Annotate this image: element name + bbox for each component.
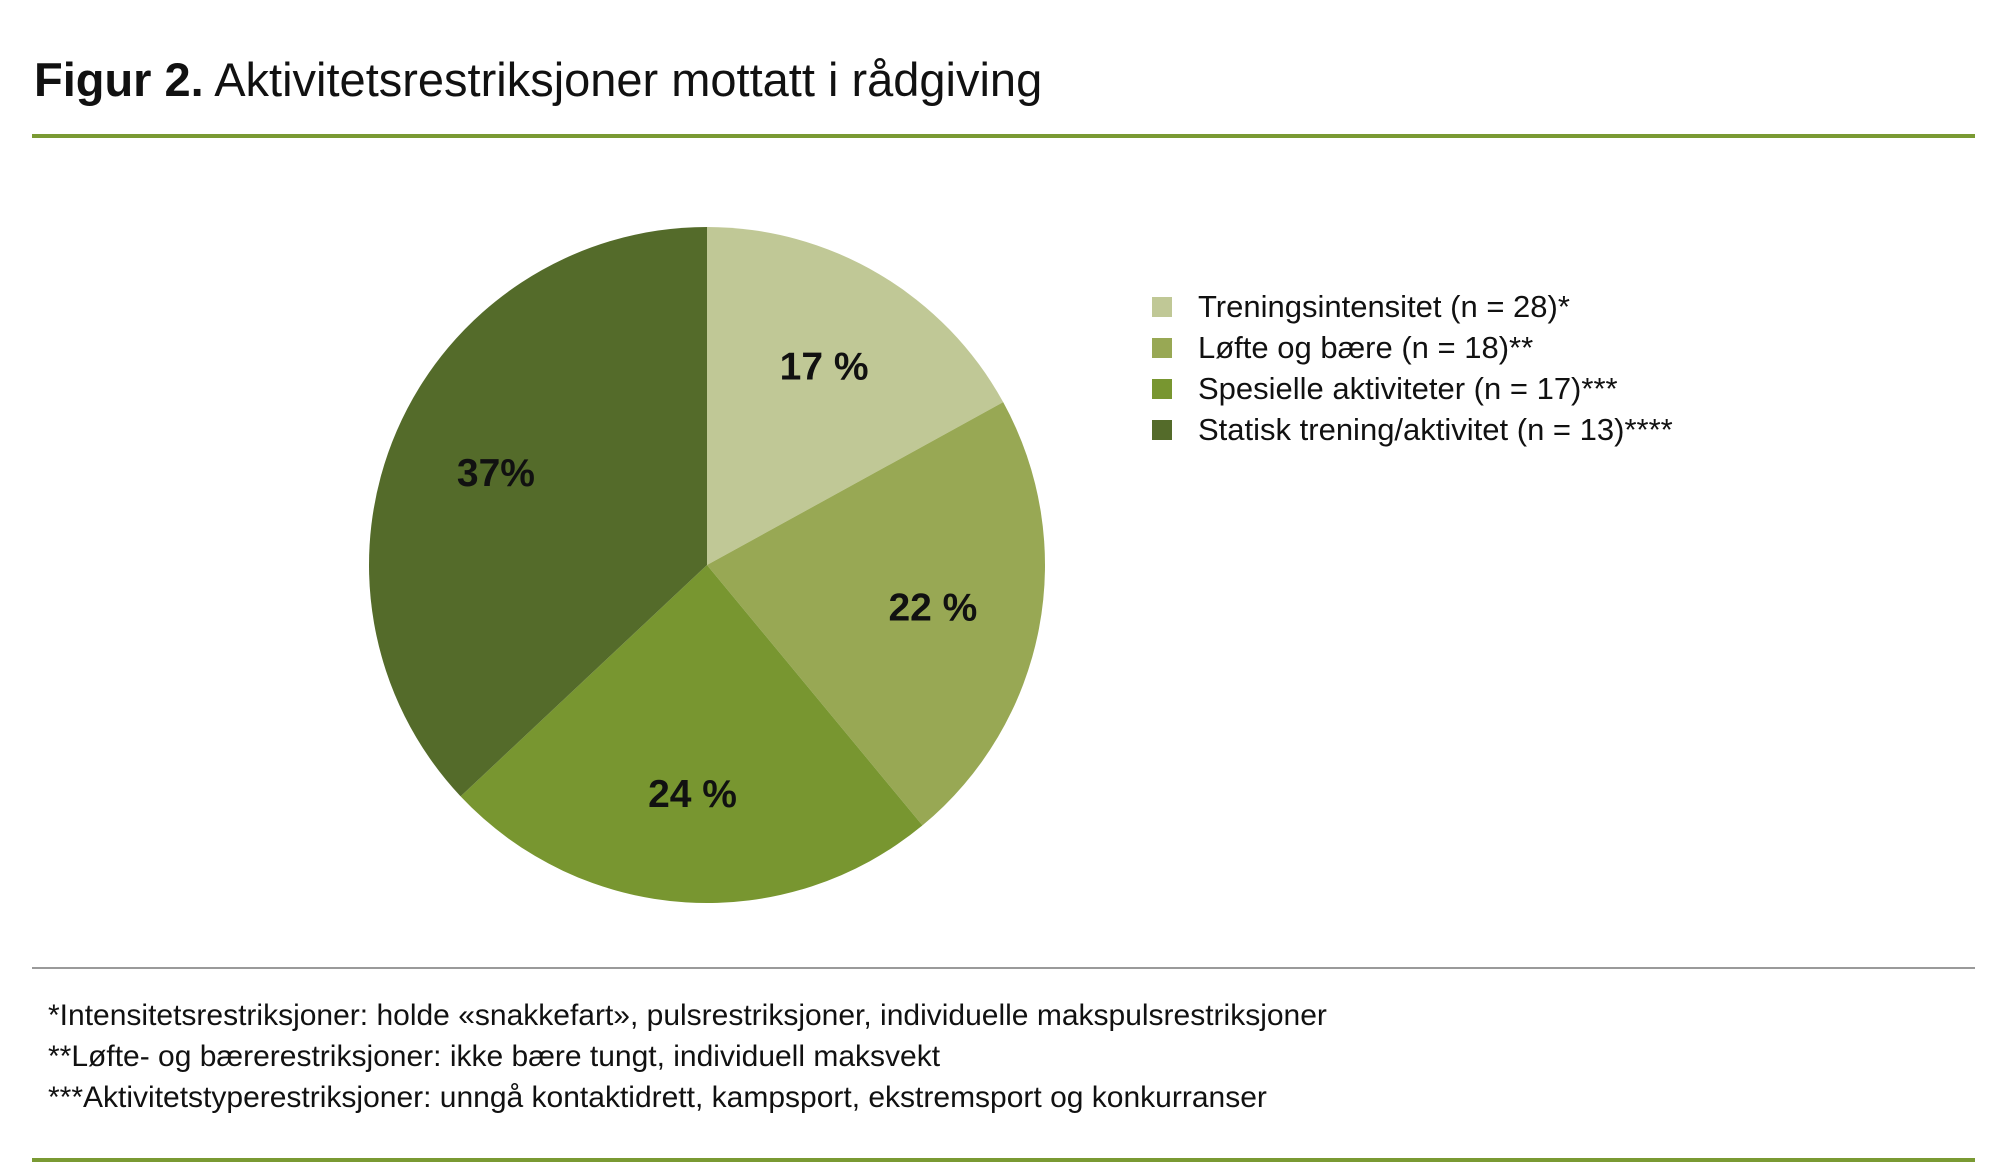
figure-title: Figur 2. Aktivitetsrestriksjoner mottatt… <box>34 50 1042 110</box>
slice-value-label: 37% <box>457 452 535 495</box>
legend-item: Statisk trening/aktivitet (n = 13)**** <box>1152 409 1673 450</box>
pie-labels: 17 % 22 % 24 % 37% <box>457 346 977 817</box>
legend-item: Treningsintensitet (n = 28)* <box>1152 286 1673 327</box>
legend-label: Statisk trening/aktivitet (n = 13)**** <box>1198 411 1673 447</box>
footnote: **Løfte- og bærerestriksjoner: ikke bære… <box>48 1040 941 1073</box>
legend-item: Løfte og bære (n = 18)** <box>1152 327 1673 368</box>
bottom-divider <box>32 1158 1975 1162</box>
slice-value-label: 17 % <box>780 346 869 389</box>
legend: Treningsintensitet (n = 28)* Løfte og bæ… <box>1152 286 1673 450</box>
legend-label: Løfte og bære (n = 18)** <box>1198 329 1534 365</box>
legend-swatch <box>1152 419 1172 440</box>
footnote: *Intensitetsrestriksjoner: holde «snakke… <box>48 999 1327 1032</box>
top-divider <box>32 134 1975 138</box>
notes-divider <box>32 967 1975 969</box>
figure-label: Figur 2. <box>34 53 204 106</box>
pie-slice <box>707 402 1045 826</box>
pie-slices <box>369 227 1045 903</box>
footnote: ***Aktivitetstyperestriksjoner: unngå ko… <box>48 1081 1267 1114</box>
slice-value-label: 24 % <box>648 773 737 816</box>
slice-value-label: 22 % <box>888 587 977 630</box>
legend-label: Spesielle aktiviteter (n = 17)*** <box>1198 370 1618 406</box>
legend-swatch <box>1152 337 1172 358</box>
legend-swatch <box>1152 378 1172 399</box>
footnotes: *Intensitetsrestriksjoner: holde «snakke… <box>48 995 1327 1118</box>
pie-slice <box>460 565 923 903</box>
legend-label: Treningsintensitet (n = 28)* <box>1198 288 1570 324</box>
pie-slice <box>369 227 707 797</box>
pie-slice <box>707 227 1004 565</box>
pie-chart: 17 % 22 % 24 % 37% <box>369 227 1045 903</box>
legend-swatch <box>1152 296 1172 317</box>
figure-title-text: Aktivitetsrestriksjoner mottatt i rådgiv… <box>214 53 1043 106</box>
legend-item: Spesielle aktiviteter (n = 17)*** <box>1152 368 1673 409</box>
